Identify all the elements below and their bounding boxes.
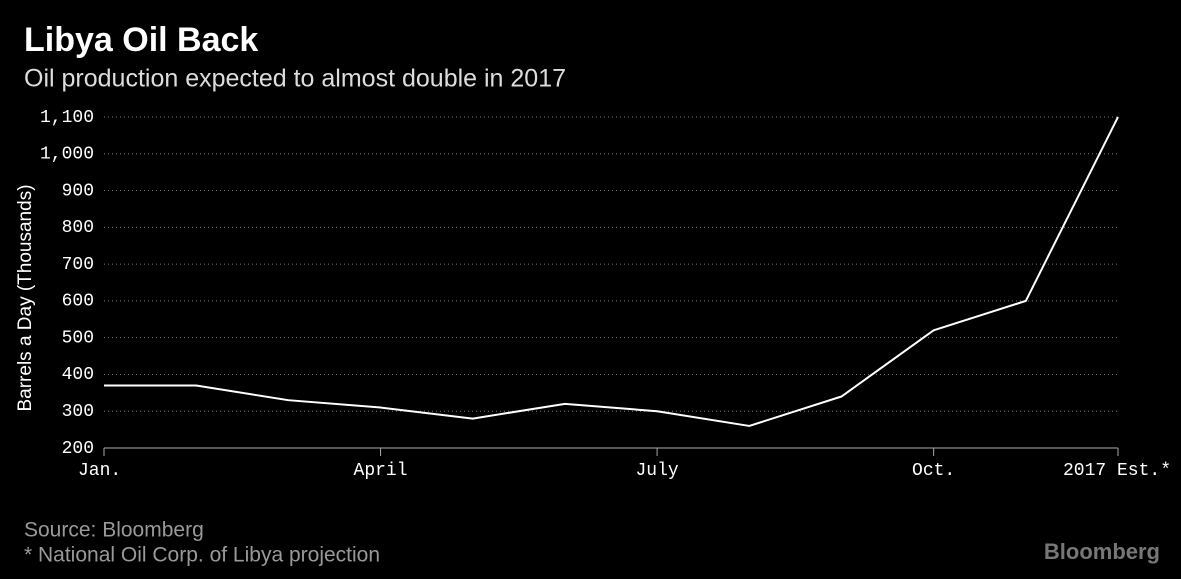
y-tick-label: 1,000 bbox=[40, 145, 94, 165]
x-tick-label: April bbox=[354, 461, 408, 481]
source: Source: Bloomberg bbox=[24, 519, 204, 542]
x-tick-label: 2017 Est.* bbox=[1063, 461, 1171, 481]
x-tick-label: July bbox=[635, 461, 678, 481]
y-tick-label: 800 bbox=[62, 218, 94, 238]
watermark: Bloomberg bbox=[1044, 539, 1160, 564]
y-tick-label: 700 bbox=[62, 255, 94, 275]
chart-title: Libya Oil Back bbox=[24, 21, 258, 59]
y-tick-label: 500 bbox=[62, 328, 94, 348]
x-tick-label: Jan. bbox=[78, 461, 121, 481]
chart-subtitle: Oil production expected to almost double… bbox=[24, 65, 566, 93]
y-axis-label: Barrels a Day (Thousands) bbox=[15, 184, 36, 411]
x-tick-label: Oct. bbox=[912, 461, 955, 481]
y-tick-label: 400 bbox=[62, 365, 94, 385]
y-tick-label: 600 bbox=[62, 292, 94, 312]
y-tick-label: 300 bbox=[62, 402, 94, 422]
note: * National Oil Corp. of Libya projection bbox=[24, 544, 380, 567]
line bbox=[104, 116, 1119, 427]
y-tick-label: 1,100 bbox=[40, 108, 94, 128]
y-tick-label: 900 bbox=[62, 181, 94, 201]
y-tick-label: 200 bbox=[62, 439, 94, 459]
